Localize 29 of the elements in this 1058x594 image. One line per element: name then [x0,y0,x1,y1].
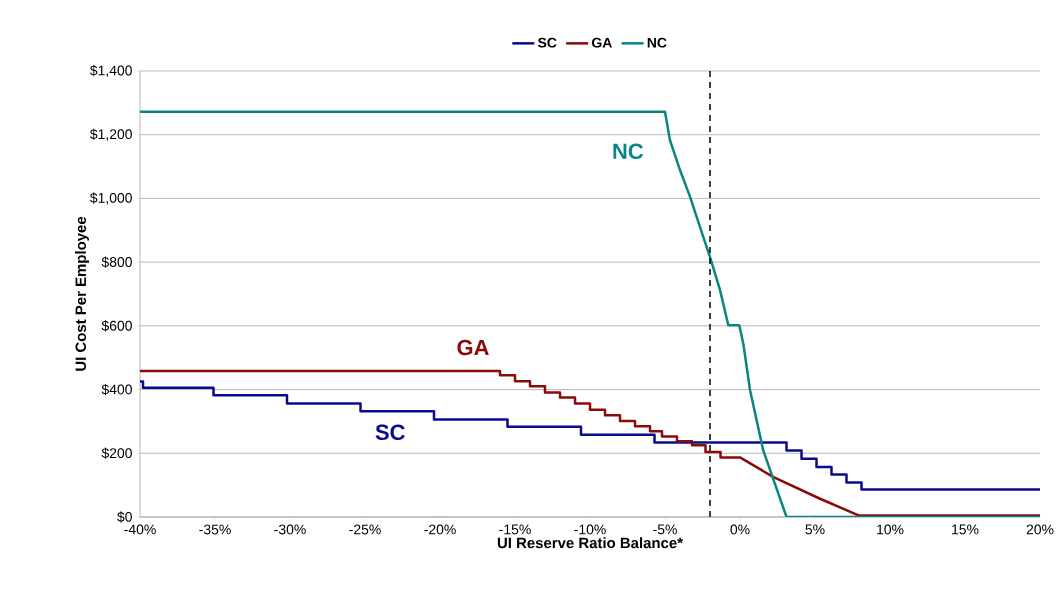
x-tick-label: -10% [574,524,606,535]
y-tick-label: $1,200 [89,128,132,141]
legend-label: NC [647,37,667,48]
x-tick-label: -40% [124,524,156,535]
y-tick-label: $600 [101,320,132,332]
x-tick-label: 10% [877,524,904,535]
annotation: GA [457,339,489,356]
x-tick-label: -20% [424,524,456,535]
annotation: SC [375,424,405,441]
y-tick-label: $200 [101,447,132,459]
y-tick-label: $0 [117,511,132,523]
x-tick-label: 0% [730,524,750,535]
x-tick-label: 20% [1026,524,1054,535]
x-tick-label: 15% [952,524,979,535]
annotation: NC [613,143,644,160]
y-axis-title: UI Cost Per Employee [75,216,89,371]
x-tick-label: 5% [805,524,825,535]
y-tick-label: $800 [101,256,132,268]
x-tick-label: -15% [499,524,531,535]
x-axis-title: UI Reserve Ratio Balance* [497,537,683,549]
y-tick-label: $1,000 [89,192,132,205]
x-tick-label: -30% [274,524,306,535]
x-tick-label: -35% [199,524,231,535]
x-tick-label: -25% [349,524,381,535]
y-tick-label: $1,400 [89,64,132,78]
legend-label: GA [591,37,612,48]
legend-label: SC [537,37,557,48]
x-tick-label: -5% [653,524,677,535]
y-tick-label: $400 [101,383,132,396]
